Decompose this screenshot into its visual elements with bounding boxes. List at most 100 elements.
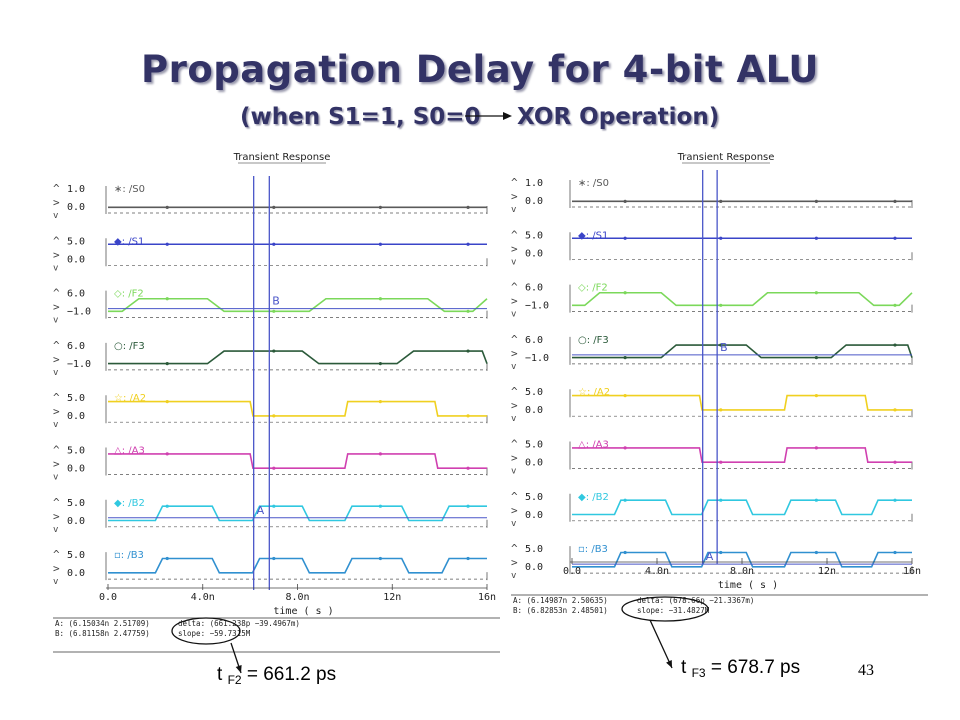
waveform-marker xyxy=(165,556,169,561)
row-expand-icon: > xyxy=(53,510,60,523)
annotation-arrowhead xyxy=(666,660,672,668)
row-scroll-up-icon: ^ xyxy=(53,548,60,561)
signal-waveform xyxy=(572,551,912,568)
waveform-marker xyxy=(719,498,723,502)
row-expand-icon: > xyxy=(53,301,60,314)
waveform-marker xyxy=(165,504,169,508)
waveform-marker xyxy=(466,414,470,418)
signal-label: ▫: /B3 xyxy=(578,544,608,555)
signal-row-s1: ^> v 5.0 0.0 ◆: /S1 xyxy=(53,234,488,273)
waveform-marker xyxy=(466,309,470,313)
waveform-marker xyxy=(623,394,627,398)
waveform-marker xyxy=(893,460,897,464)
row-scroll-up-icon: ^ xyxy=(53,182,60,195)
row-scroll-down-icon: v xyxy=(53,368,58,378)
row-expand-icon: > xyxy=(53,248,60,261)
waveform-marker xyxy=(623,446,627,450)
y-tick-bottom: −1.0 xyxy=(525,301,549,312)
row-scroll-down-icon: v xyxy=(511,257,516,267)
y-tick-top: 6.0 xyxy=(67,341,85,352)
row-expand-icon: > xyxy=(53,562,60,575)
signal-row-s1: ^> v 5.0 0.0 ◆: /S1 xyxy=(511,228,913,267)
readout-cursor-a: A: (6.14987n 2.50635) xyxy=(513,596,608,605)
waveform-marker xyxy=(814,550,818,555)
row-scroll-down-icon: v xyxy=(53,316,58,326)
signal-waveform xyxy=(572,447,912,464)
y-tick-bottom: 0.0 xyxy=(525,248,543,259)
row-scroll-up-icon: ^ xyxy=(53,391,60,404)
y-tick-top: 5.0 xyxy=(525,230,543,241)
waveform-marker xyxy=(623,236,627,240)
waveform-marker xyxy=(165,452,169,456)
y-tick-bottom: 0.0 xyxy=(525,458,543,469)
row-scroll-down-icon: v xyxy=(53,263,58,273)
waveform-marker xyxy=(893,343,897,347)
row-scroll-down-icon: v xyxy=(53,211,58,221)
waveform-marker xyxy=(378,362,383,366)
y-tick-top: 5.0 xyxy=(525,544,543,555)
y-tick-bottom: 0.0 xyxy=(525,196,543,207)
row-scroll-down-icon: v xyxy=(511,571,516,581)
signal-label: ☆: /A2 xyxy=(114,393,146,404)
row-scroll-up-icon: ^ xyxy=(511,542,518,555)
waveform-marker xyxy=(719,199,723,203)
waveform-marker xyxy=(272,309,276,313)
readout-delta: delta: (661.238p −39.4967m) xyxy=(178,619,300,628)
y-tick-top: 5.0 xyxy=(67,236,85,247)
waveform-marker xyxy=(272,466,276,470)
cursor-a-label: A xyxy=(706,550,714,563)
waveform-marker xyxy=(378,504,383,508)
row-expand-icon: > xyxy=(511,399,518,412)
waveform-marker xyxy=(466,466,470,470)
annotation-arrow xyxy=(649,619,673,669)
signal-label: ◇: /F2 xyxy=(578,283,608,294)
row-scroll-down-icon: v xyxy=(511,519,516,529)
row-scroll-up-icon: ^ xyxy=(53,496,60,509)
waveform-marker xyxy=(814,199,818,203)
subtitle-arrowhead xyxy=(503,112,512,120)
waveform-marker xyxy=(466,349,470,353)
row-scroll-up-icon: ^ xyxy=(53,444,60,457)
plot-title: Transient Response xyxy=(677,152,775,163)
cursor-b-label: B xyxy=(272,295,280,308)
signal-row-a2: ^> v 5.0 0.0 ☆: /A2 xyxy=(511,385,913,424)
waveform-marker xyxy=(623,356,627,360)
row-expand-icon: > xyxy=(53,405,60,418)
x-tick-label: 12n xyxy=(383,592,401,603)
row-scroll-up-icon: ^ xyxy=(511,176,518,189)
waveform-marker xyxy=(466,205,470,209)
waveform-marker xyxy=(893,498,897,502)
x-tick-label: 12n xyxy=(818,566,836,577)
signal-waveform xyxy=(108,400,487,417)
row-scroll-up-icon: ^ xyxy=(511,438,518,451)
plot-title: Transient Response xyxy=(233,152,331,163)
x-tick-label: 0.0 xyxy=(563,566,581,577)
x-tick-label: 0.0 xyxy=(99,592,117,603)
x-axis-label: time ( s ) xyxy=(273,606,333,617)
page-number: 43 xyxy=(858,662,874,679)
signal-row-a3: ^> v 5.0 0.0 △: /A3 xyxy=(511,438,913,477)
signal-row-b2: ^> v 5.0 0.0 ◆: /B2 xyxy=(53,496,488,535)
row-expand-icon: > xyxy=(53,196,60,209)
row-expand-icon: > xyxy=(511,190,518,203)
signal-row-b3: ^> v 5.0 0.0 ▫: /B3 xyxy=(53,548,488,587)
row-expand-icon: > xyxy=(511,347,518,360)
y-tick-bottom: 0.0 xyxy=(67,464,85,475)
x-tick-label: 4.0n xyxy=(645,566,669,577)
signal-label: ◆: /S1 xyxy=(578,230,608,241)
y-tick-top: 1.0 xyxy=(67,184,85,195)
signal-label: △: /A3 xyxy=(578,440,609,451)
row-scroll-up-icon: ^ xyxy=(53,234,60,247)
waveform-marker xyxy=(814,356,818,360)
cursor-b-label: B xyxy=(720,341,728,354)
signal-waveform xyxy=(572,344,913,359)
waveform-marker xyxy=(272,242,276,246)
signal-label: ∗: /S0 xyxy=(578,178,609,189)
signal-row-a2: ^> v 5.0 0.0 ☆: /A2 xyxy=(53,391,488,430)
transient-plot-left: Transient Response^>v1.00.0∗: /S0^>v5.00… xyxy=(53,152,500,674)
waveform-marker xyxy=(378,242,383,246)
signal-waveform xyxy=(572,394,912,411)
y-tick-top: 5.0 xyxy=(67,498,85,509)
y-tick-top: 5.0 xyxy=(67,446,85,457)
waveform-marker xyxy=(165,242,169,246)
